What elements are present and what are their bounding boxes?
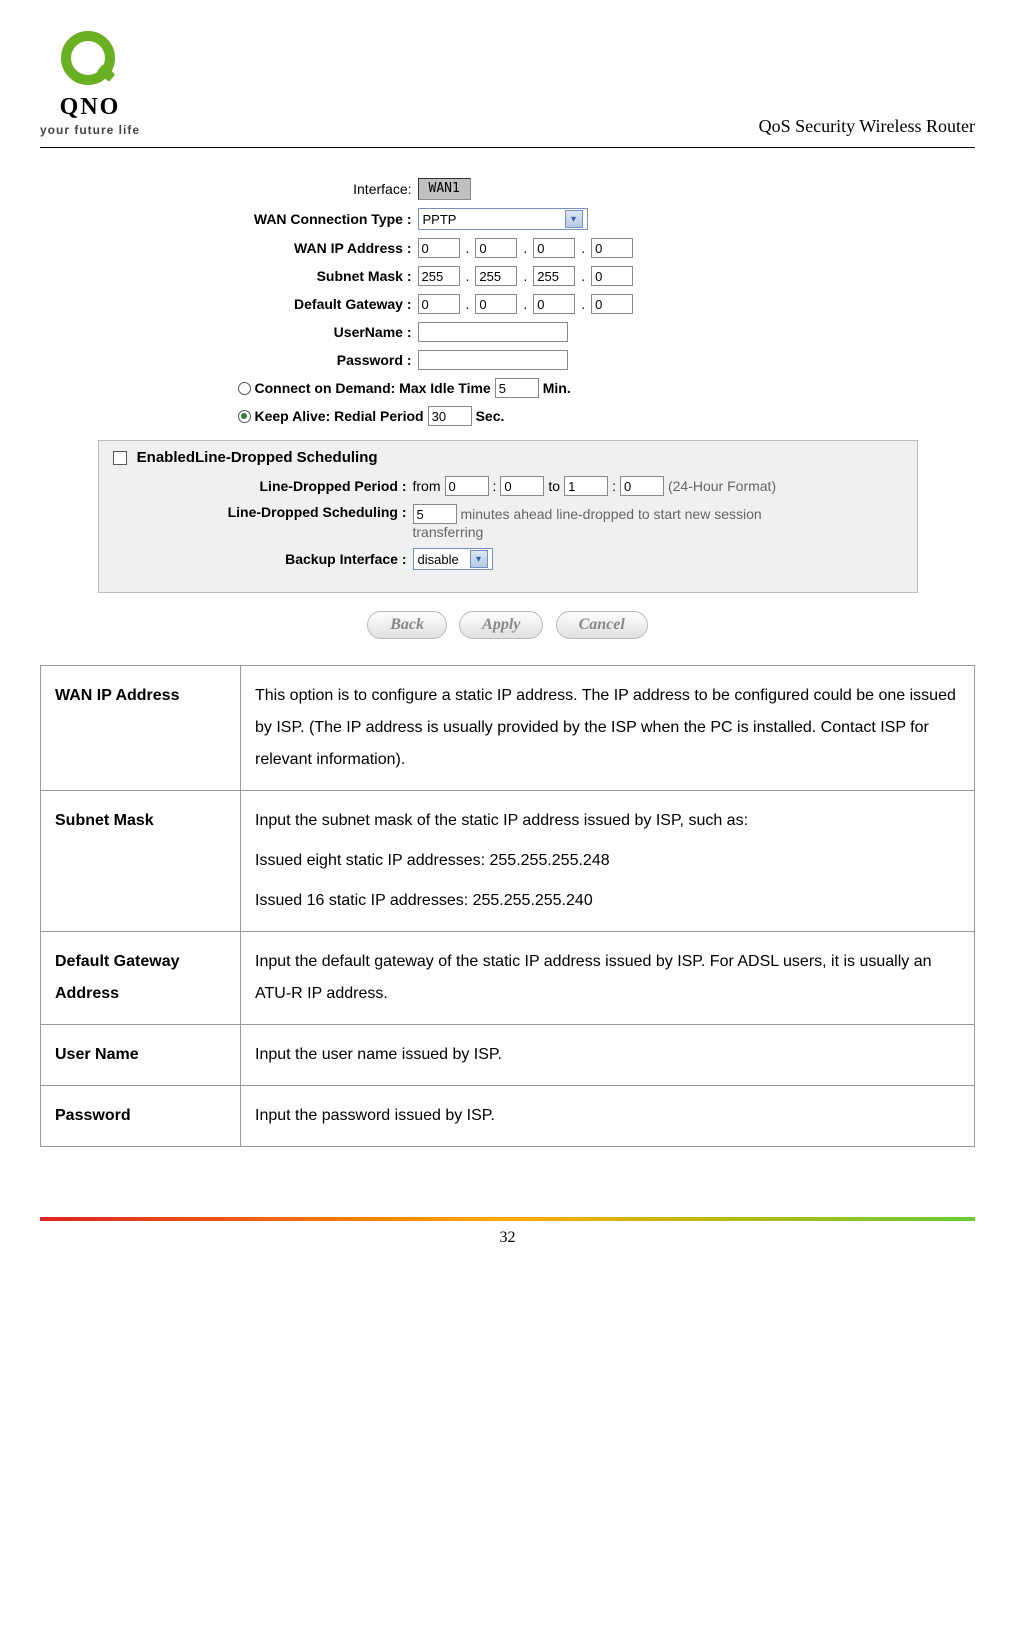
- gateway-2[interactable]: [475, 294, 517, 314]
- ka-unit: Sec.: [476, 408, 505, 424]
- subnet-4[interactable]: [591, 266, 633, 286]
- table-desc: Input the subnet mask of the static IP a…: [241, 791, 975, 932]
- password-input[interactable]: [418, 350, 568, 370]
- gateway-label: Default Gateway :: [98, 296, 418, 312]
- period-to: to: [548, 478, 560, 494]
- header-title: QoS Security Wireless Router: [759, 116, 975, 137]
- conn-type-label: WAN Connection Type :: [98, 211, 418, 227]
- subnet-2[interactable]: [475, 266, 517, 286]
- chevron-down-icon: ▾: [470, 550, 488, 568]
- period-label: Line-Dropped Period :: [113, 478, 413, 494]
- table-term: User Name: [41, 1025, 241, 1086]
- sched-text1: minutes ahead line-dropped to start new …: [461, 506, 762, 522]
- period-from: from: [413, 478, 441, 494]
- cancel-button[interactable]: Cancel: [556, 611, 648, 639]
- wan-ip-1[interactable]: [418, 238, 460, 258]
- table-desc: Input the password issued by ISP.: [241, 1086, 975, 1147]
- period-m2[interactable]: [620, 476, 664, 496]
- period-h1[interactable]: [445, 476, 489, 496]
- period-h2[interactable]: [564, 476, 608, 496]
- subnet-3[interactable]: [533, 266, 575, 286]
- interface-select[interactable]: WAN1: [418, 178, 471, 200]
- connect-on-demand-radio[interactable]: [238, 382, 251, 395]
- table-desc: This option is to configure a static IP …: [241, 666, 975, 791]
- wan-ip-label: WAN IP Address :: [98, 240, 418, 256]
- wan-ip-2[interactable]: [475, 238, 517, 258]
- table-term: Subnet Mask: [41, 791, 241, 932]
- password-label: Password :: [98, 352, 418, 368]
- sched-text2: transferring: [413, 524, 762, 540]
- back-button[interactable]: Back: [367, 611, 447, 639]
- sched-label: Line-Dropped Scheduling :: [113, 504, 413, 520]
- subnet-1[interactable]: [418, 266, 460, 286]
- table-desc: Input the default gateway of the static …: [241, 932, 975, 1025]
- period-m1[interactable]: [500, 476, 544, 496]
- interface-label: Interface:: [98, 181, 418, 197]
- gateway-4[interactable]: [591, 294, 633, 314]
- description-table: WAN IP AddressThis option is to configur…: [40, 665, 975, 1147]
- apply-button[interactable]: Apply: [459, 611, 543, 639]
- username-label: UserName :: [98, 324, 418, 340]
- wan-ip-4[interactable]: [591, 238, 633, 258]
- button-row: Back Apply Cancel: [98, 611, 918, 639]
- gateway-3[interactable]: [533, 294, 575, 314]
- period-hint: (24-Hour Format): [668, 478, 776, 494]
- keep-alive-radio[interactable]: [238, 410, 251, 423]
- subnet-label: Subnet Mask :: [98, 268, 418, 284]
- cod-unit: Min.: [543, 380, 571, 396]
- line-dropped-panel: EnabledLine-Dropped Scheduling Line-Drop…: [98, 440, 918, 593]
- sched-input[interactable]: [413, 504, 457, 524]
- enabled-line-dropped-checkbox[interactable]: [113, 451, 127, 465]
- page-number: 32: [500, 1229, 516, 1246]
- wan-ip-3[interactable]: [533, 238, 575, 258]
- logo-sub: your future life: [40, 123, 140, 137]
- backup-label: Backup Interface :: [113, 551, 413, 567]
- config-screenshot: Interface: WAN1 WAN Connection Type : PP…: [98, 178, 918, 639]
- page-footer: 32: [40, 1217, 975, 1247]
- ka-input[interactable]: [428, 406, 472, 426]
- table-desc: Input the user name issued by ISP.: [241, 1025, 975, 1086]
- logo-text: QNO: [60, 94, 121, 121]
- backup-select[interactable]: disable ▾: [413, 548, 493, 570]
- table-term: Default Gateway Address: [41, 932, 241, 1025]
- logo-icon: [60, 30, 120, 90]
- page-header: QNO your future life QoS Security Wirele…: [40, 30, 975, 148]
- panel-check-label: EnabledLine-Dropped Scheduling: [137, 449, 378, 466]
- logo-area: QNO your future life: [40, 30, 140, 137]
- table-term: Password: [41, 1086, 241, 1147]
- conn-type-select[interactable]: PPTP ▾: [418, 208, 588, 230]
- table-term: WAN IP Address: [41, 666, 241, 791]
- conn-type-value: PPTP: [423, 212, 457, 227]
- ka-label: Keep Alive: Redial Period: [255, 408, 424, 424]
- gateway-1[interactable]: [418, 294, 460, 314]
- chevron-down-icon: ▾: [565, 210, 583, 228]
- backup-value: disable: [418, 552, 459, 567]
- cod-label: Connect on Demand: Max Idle Time: [255, 380, 491, 396]
- cod-input[interactable]: [495, 378, 539, 398]
- username-input[interactable]: [418, 322, 568, 342]
